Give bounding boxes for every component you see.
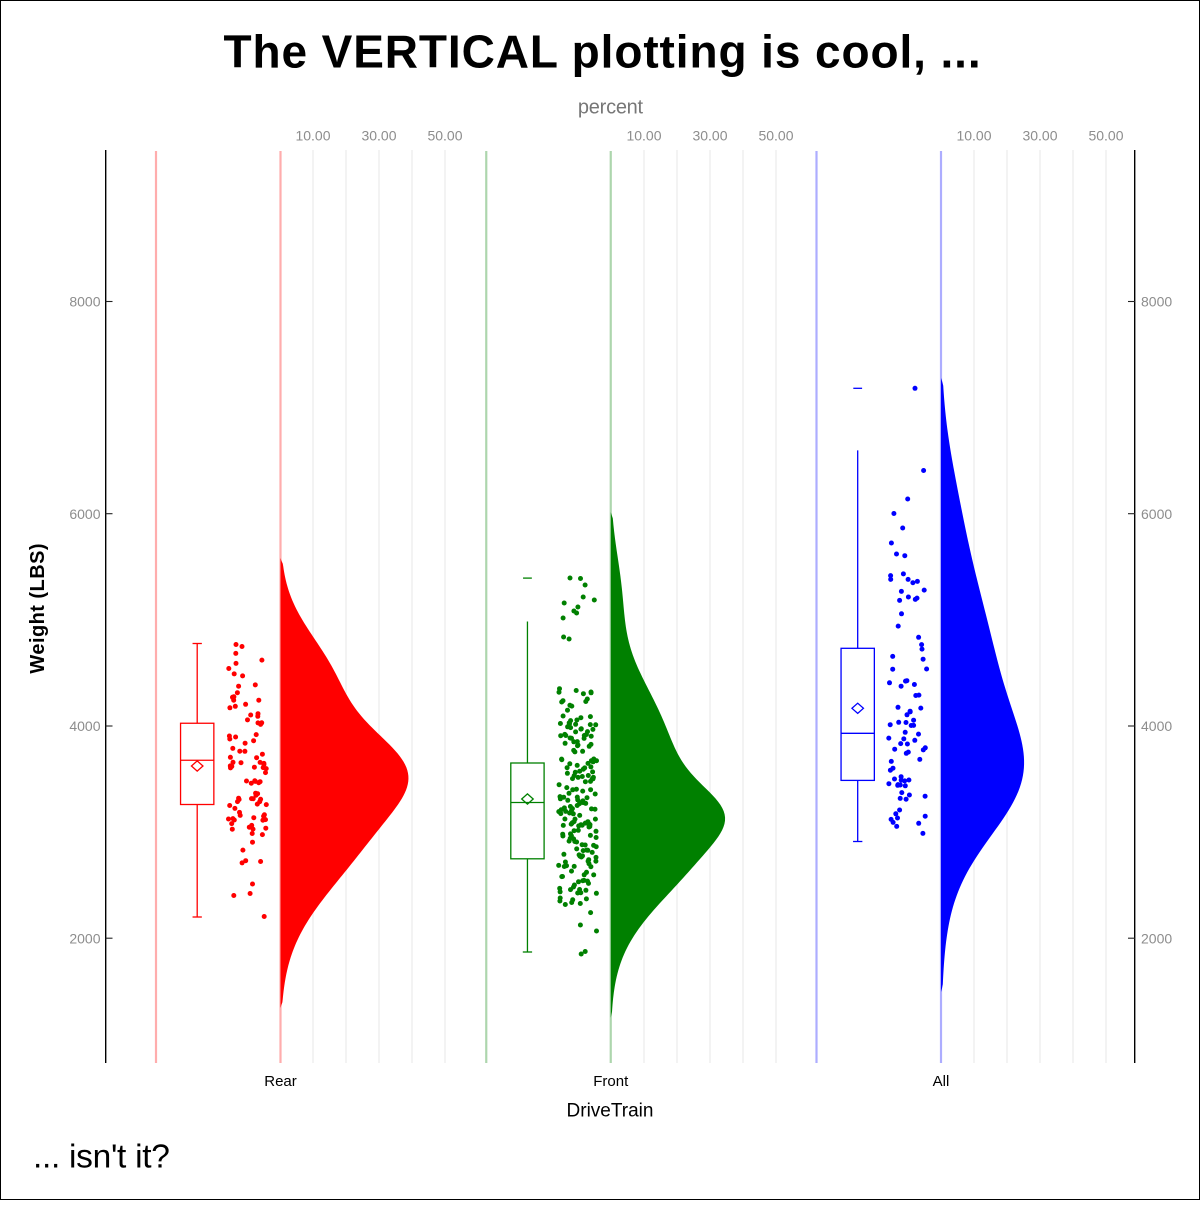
- svg-text:Front: Front: [593, 1073, 629, 1090]
- svg-text:The VERTICAL plotting is cool,: The VERTICAL plotting is cool, ...: [223, 26, 981, 78]
- svg-text:6000: 6000: [1141, 506, 1172, 522]
- svg-text:50.00: 50.00: [1088, 128, 1123, 144]
- svg-text:... isn't it?: ... isn't it?: [33, 1139, 170, 1176]
- svg-text:Weight (LBS): Weight (LBS): [27, 543, 49, 674]
- svg-text:10.00: 10.00: [295, 128, 330, 144]
- svg-text:8000: 8000: [1141, 294, 1172, 310]
- svg-text:2000: 2000: [1141, 930, 1172, 946]
- svg-text:50.00: 50.00: [427, 128, 462, 144]
- svg-text:4000: 4000: [1141, 718, 1172, 734]
- svg-text:2000: 2000: [69, 930, 100, 946]
- svg-text:percent: percent: [578, 96, 644, 118]
- svg-text:Rear: Rear: [264, 1073, 297, 1090]
- svg-text:10.00: 10.00: [626, 128, 661, 144]
- svg-text:6000: 6000: [69, 506, 100, 522]
- svg-text:8000: 8000: [69, 294, 100, 310]
- svg-text:30.00: 30.00: [361, 128, 396, 144]
- svg-text:4000: 4000: [69, 718, 100, 734]
- svg-text:50.00: 50.00: [758, 128, 793, 144]
- svg-text:10.00: 10.00: [956, 128, 991, 144]
- svg-text:All: All: [933, 1073, 950, 1090]
- svg-text:30.00: 30.00: [692, 128, 727, 144]
- svg-text:30.00: 30.00: [1022, 128, 1057, 144]
- svg-text:DriveTrain: DriveTrain: [567, 1101, 654, 1122]
